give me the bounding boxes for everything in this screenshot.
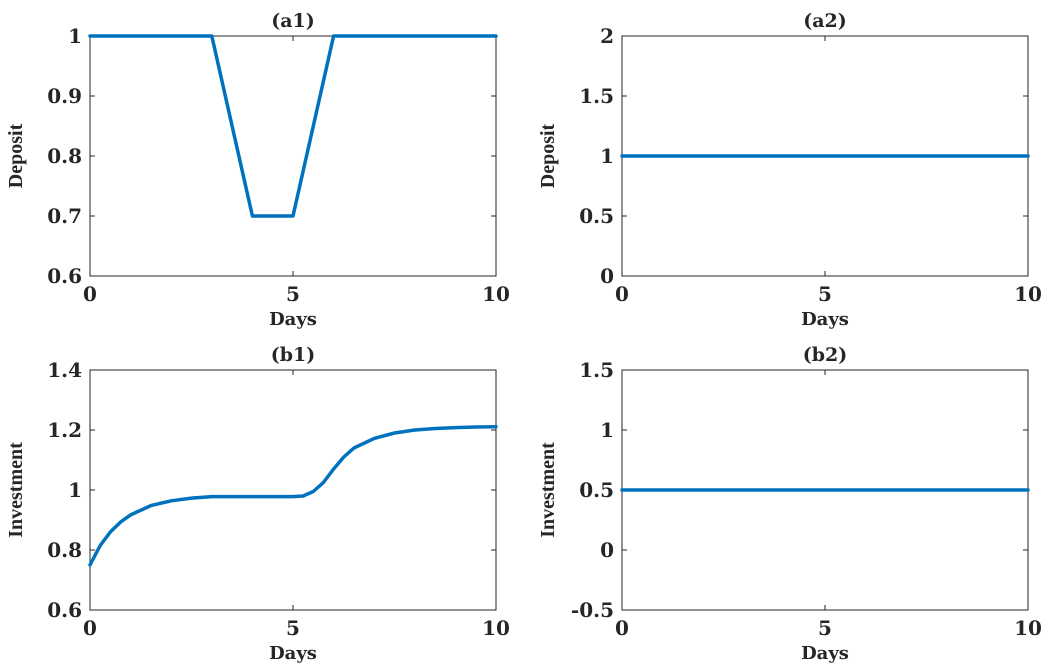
x-axis-label: Days xyxy=(801,309,849,330)
y-tick-label: 0.7 xyxy=(47,204,82,228)
y-tick-label: 0 xyxy=(600,264,614,288)
x-tick-label: 0 xyxy=(615,616,629,640)
axes-box xyxy=(89,369,497,611)
axes-box xyxy=(89,35,497,277)
y-axis-label: Investment xyxy=(5,442,27,538)
y-tick-label: 0 xyxy=(600,538,614,562)
chart-panel-b1: 0 5 10 0.6 0.8 1 1.2 1.4 (b1) Days Investment xyxy=(5,344,510,664)
y-tick-label: 0.8 xyxy=(47,144,82,168)
y-tick-label: 1.5 xyxy=(579,84,614,108)
x-tick-label: 10 xyxy=(482,616,510,640)
chart-title: (a2) xyxy=(803,10,847,32)
y-tick-label: 1.2 xyxy=(47,418,82,442)
x-tick-label: 0 xyxy=(615,282,629,306)
x-tick-label: 5 xyxy=(286,282,300,306)
x-axis-label: Days xyxy=(269,643,317,664)
y-axis-label: Deposit xyxy=(5,123,27,188)
y-tick-label: 0.5 xyxy=(579,204,614,228)
x-tick-label: 5 xyxy=(818,282,832,306)
y-tick-label: 1 xyxy=(600,418,614,442)
y-tick-label: 1.4 xyxy=(47,358,82,382)
x-axis-label: Days xyxy=(801,643,849,664)
x-tick-label: 10 xyxy=(482,282,510,306)
y-tick-label: 1 xyxy=(68,24,82,48)
y-tick-label: 1 xyxy=(600,144,614,168)
y-tick-label: 1.5 xyxy=(579,358,614,382)
x-tick-label: 5 xyxy=(286,616,300,640)
y-tick-label: 2 xyxy=(600,24,614,48)
x-axis-label: Days xyxy=(269,309,317,330)
y-tick-label: 0.5 xyxy=(579,478,614,502)
y-tick-label: 0.6 xyxy=(47,264,82,288)
y-tick-label: -0.5 xyxy=(571,598,614,622)
x-tick-label: 10 xyxy=(1014,616,1042,640)
x-tick-label: 0 xyxy=(83,282,97,306)
y-tick-label: 0.8 xyxy=(47,538,82,562)
series-line xyxy=(88,424,498,567)
chart-title: (b2) xyxy=(803,344,848,366)
x-tick-label: 0 xyxy=(83,616,97,640)
x-tick-label: 5 xyxy=(818,616,832,640)
chart-title: (b1) xyxy=(271,344,316,366)
y-tick-label: 1 xyxy=(68,478,82,502)
y-axis-label: Investment xyxy=(537,442,559,538)
y-axis-label: Deposit xyxy=(537,123,559,188)
x-tick-label: 10 xyxy=(1014,282,1042,306)
chart-panel-a2: 0 5 10 0 0.5 1 1.5 2 (a2) Days Deposit xyxy=(537,10,1042,330)
chart-title: (a1) xyxy=(271,10,315,32)
y-tick-label: 0.6 xyxy=(47,598,82,622)
y-tick-label: 0.9 xyxy=(47,84,82,108)
chart-panel-a1: 0 5 10 0.6 0.7 0.8 0.9 1 (a1) Days Deposit xyxy=(5,10,510,330)
series-line xyxy=(88,34,498,218)
